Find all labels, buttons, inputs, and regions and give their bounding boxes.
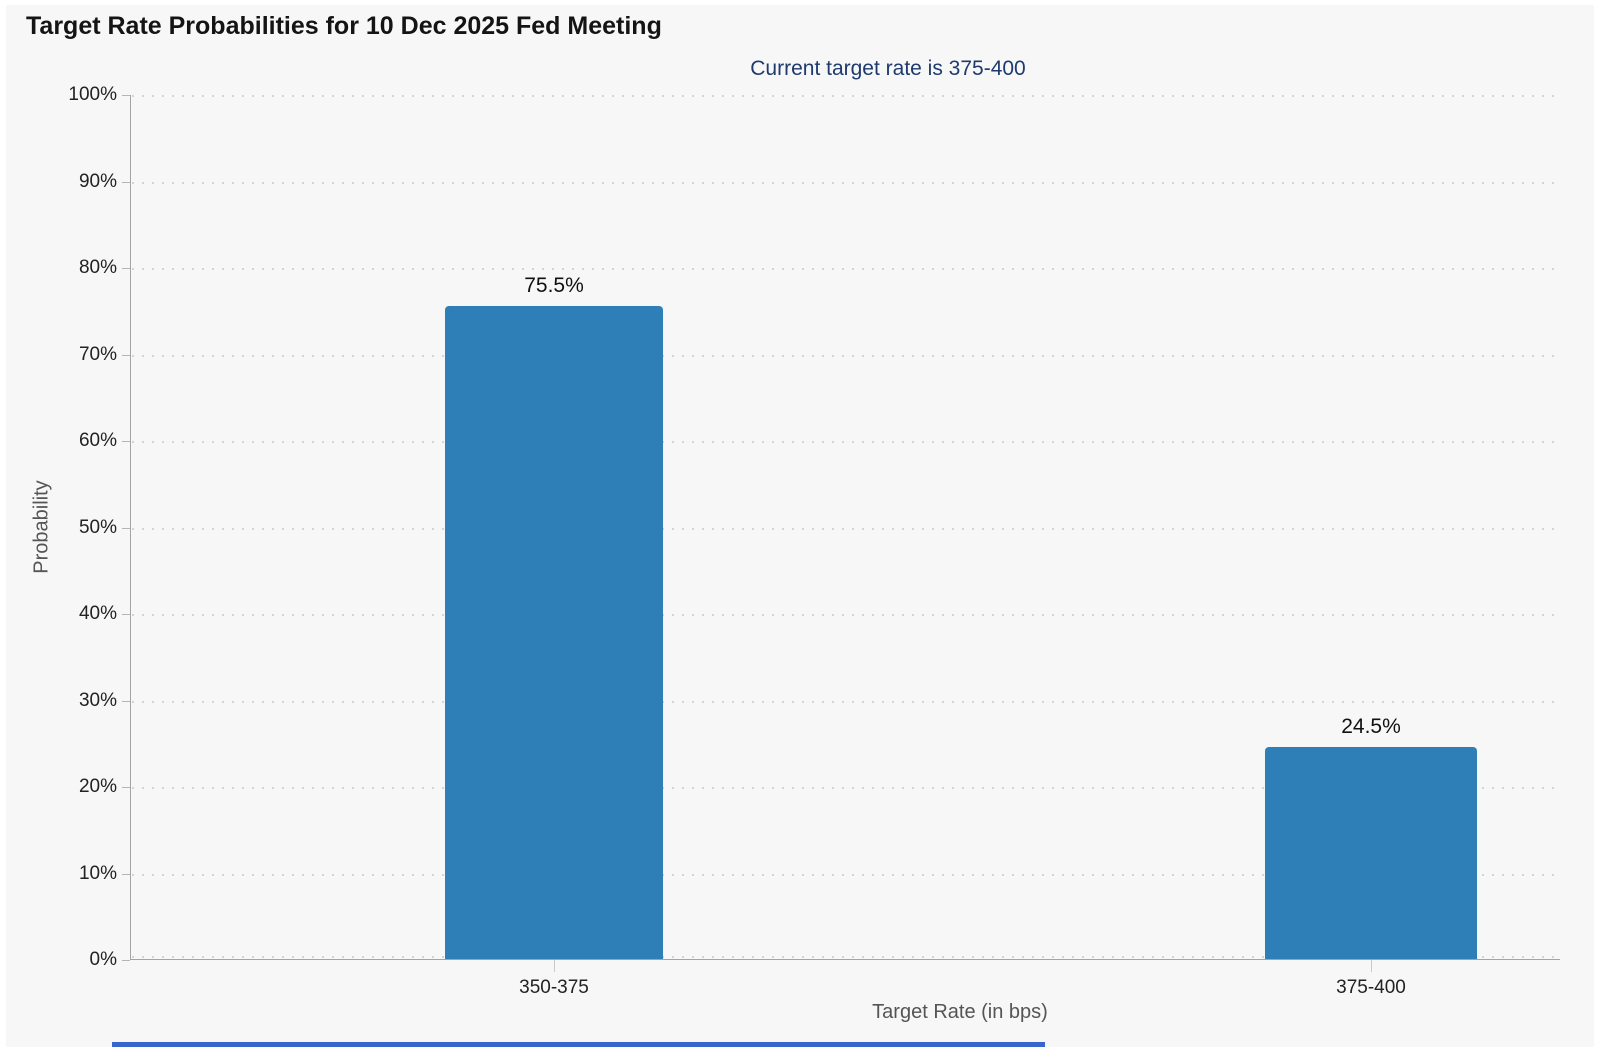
gridline-10pct	[132, 873, 1560, 876]
y-tick-label-90pct: 90%	[78, 170, 117, 192]
gridline-40pct	[132, 614, 1560, 616]
bar-value-label-350-375: 75.5%	[524, 273, 584, 297]
y-tick-90pct	[122, 181, 130, 183]
y-tick-0pct	[122, 960, 130, 961]
plot-area: 0% 10% 20% 30% 40% 50% 60% 70% 80% 90% 100% 75.5% 35…	[68, 84, 1560, 998]
y-tick-20pct	[122, 787, 130, 788]
chart-subtitle: Current target rate is 375-400	[750, 57, 1026, 80]
y-tick-label-50pct: 50%	[78, 516, 117, 538]
y-tick-70pct	[122, 354, 130, 356]
y-axis-title: Probability	[30, 480, 53, 574]
y-tick-label-60pct: 60%	[78, 430, 117, 451]
x-axis-line	[130, 959, 1560, 960]
chart-container: Target Rate Probabilities for 10 Dec 202…	[6, 5, 1594, 1047]
gridline-60pct	[132, 441, 1560, 443]
y-tick-label-100pct: 100%	[68, 84, 117, 105]
gridline-80pct	[132, 268, 1560, 270]
gridline-90pct	[132, 181, 1560, 184]
y-tick-label-10pct: 10%	[78, 862, 117, 884]
y-tick-80pct	[122, 268, 130, 269]
gridline-50pct	[132, 527, 1560, 530]
y-tick-label-30pct: 30%	[78, 689, 117, 711]
chart-title: Target Rate Probabilities for 10 Dec 202…	[26, 12, 662, 40]
y-tick-label-80pct: 80%	[78, 257, 117, 278]
bar-value-label-375-400: 24.5%	[1341, 715, 1401, 739]
y-tick-50pct	[122, 527, 130, 529]
y-tick-40pct	[122, 614, 130, 615]
gridline-100pct	[132, 95, 1560, 97]
gridline-20pct	[132, 787, 1560, 789]
y-tick-30pct	[122, 700, 130, 702]
x-axis-title: Target Rate (in bps)	[872, 1001, 1048, 1023]
bar-375-400[interactable]	[1265, 747, 1477, 959]
y-tick-label-20pct: 20%	[78, 776, 117, 797]
bottom-accent-bar	[112, 1042, 1045, 1047]
gridline-30pct	[132, 700, 1560, 703]
y-tick-100pct	[122, 95, 130, 96]
x-tick-350-375	[554, 960, 555, 972]
y-tick-label-0pct: 0%	[89, 949, 117, 970]
x-tick-label-350-375: 350-375	[519, 977, 589, 998]
x-tick-375-400	[1371, 960, 1372, 972]
y-tick-label-40pct: 40%	[78, 603, 117, 624]
gridline-0pct	[132, 956, 1560, 958]
y-tick-60pct	[122, 441, 130, 442]
gridline-70pct	[132, 354, 1560, 357]
y-tick-10pct	[122, 873, 130, 875]
y-axis-line	[130, 95, 131, 960]
y-tick-label-70pct: 70%	[78, 343, 117, 365]
bar-350-375[interactable]	[445, 305, 663, 959]
x-tick-label-375-400: 375-400	[1336, 977, 1406, 998]
